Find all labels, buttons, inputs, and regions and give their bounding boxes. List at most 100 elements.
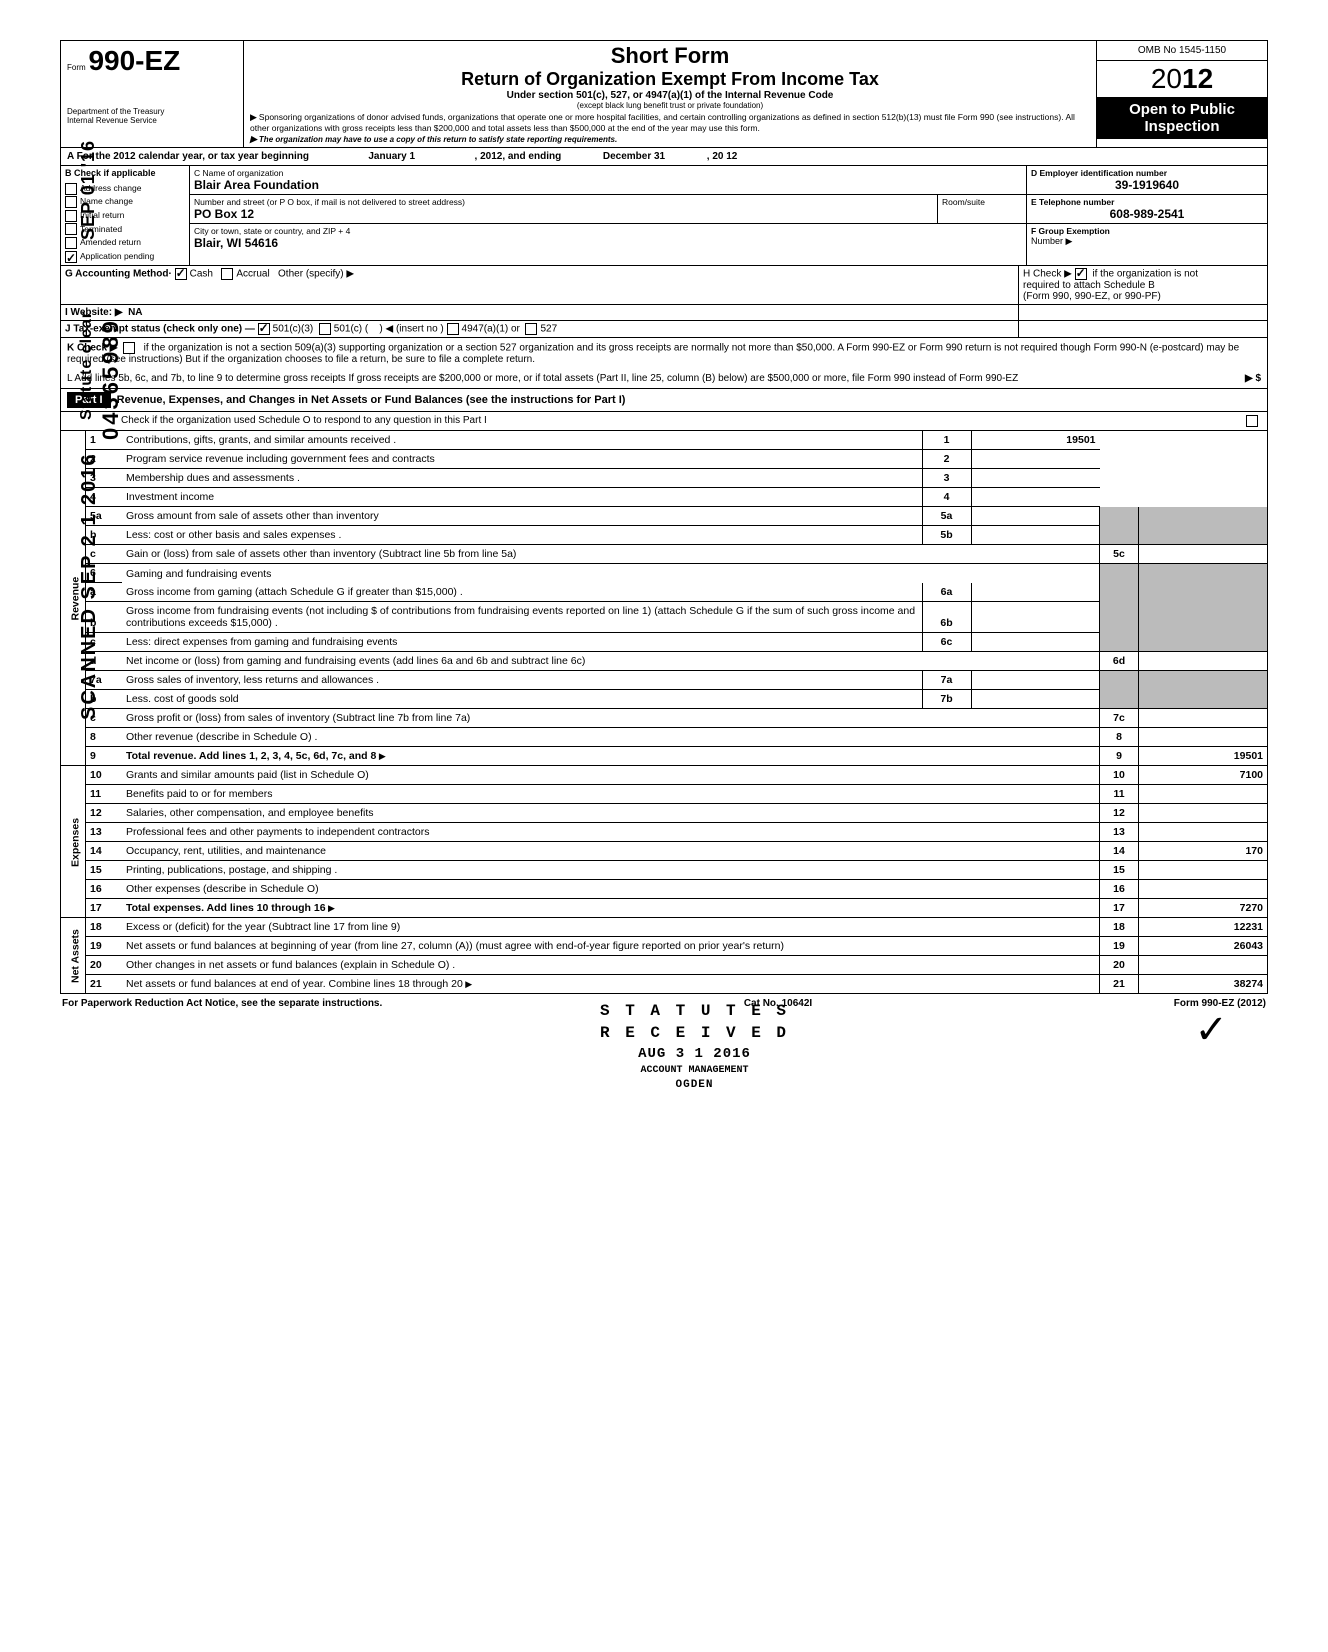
- chk-4947[interactable]: [447, 323, 459, 335]
- amt7c: [1139, 709, 1268, 728]
- amt12: [1139, 804, 1268, 823]
- t7a: Gross sales of inventory, less returns a…: [122, 671, 922, 690]
- t6c: Less: direct expenses from gaming and fu…: [122, 633, 922, 652]
- box6b: 6b: [922, 602, 971, 633]
- amt18: 12231: [1139, 918, 1268, 937]
- t5b: Less: cost or other basis and sales expe…: [122, 526, 922, 545]
- box5b: 5b: [922, 526, 971, 545]
- amt19: 26043: [1139, 937, 1268, 956]
- h-text2: if the organization is not: [1092, 269, 1198, 280]
- box5a: 5a: [922, 507, 971, 526]
- nc8: 8: [1100, 728, 1139, 747]
- chk-k[interactable]: [123, 342, 135, 354]
- inspection: Inspection: [1099, 119, 1265, 136]
- room-label: Room/suite: [937, 195, 1026, 223]
- city-label: City or town, state or country, and ZIP …: [194, 226, 1022, 236]
- n17: 17: [86, 899, 123, 918]
- nc2: 2: [922, 450, 971, 469]
- g-label: G Accounting Method·: [65, 269, 172, 280]
- chk-501c[interactable]: [319, 323, 331, 335]
- g-cash: Cash: [190, 269, 213, 280]
- chk-accrual[interactable]: [221, 268, 233, 280]
- part1-row: Part I Revenue, Expenses, and Changes in…: [60, 389, 1268, 412]
- tax-year: 2012: [1097, 61, 1267, 98]
- chk-part1[interactable]: [1246, 415, 1258, 427]
- omb-number: OMB No 1545-1150: [1097, 41, 1267, 61]
- addr-label: Number and street (or P O box, if mail i…: [194, 197, 933, 207]
- sponsor-text: Sponsoring organizations of donor advise…: [250, 112, 1075, 133]
- stamp-received: R E C E I V E D: [600, 1022, 789, 1044]
- n12: 12: [86, 804, 123, 823]
- k-text: if the organization is not a section 509…: [67, 343, 1239, 365]
- l-amount-label: ▶ $: [1135, 369, 1267, 388]
- n18: 18: [86, 918, 123, 937]
- box6a: 6a: [922, 583, 971, 602]
- l-text: L Add lines 5b, 6c, and 7b, to line 9 to…: [67, 373, 1018, 384]
- n21: 21: [86, 975, 123, 994]
- chk-h[interactable]: [1075, 268, 1087, 280]
- chk-cash[interactable]: [175, 268, 187, 280]
- form-number: 990-EZ: [88, 45, 180, 76]
- nc21: 21: [1100, 975, 1139, 994]
- stamp-acctmgmt: ACCOUNT MANAGEMENT: [600, 1064, 789, 1078]
- t21: Net assets or fund balances at end of ye…: [126, 978, 463, 990]
- amt13: [1139, 823, 1268, 842]
- g-accrual: Accrual: [236, 269, 269, 280]
- n8: 8: [86, 728, 123, 747]
- box7a: 7a: [922, 671, 971, 690]
- t10: Grants and similar amounts paid (list in…: [122, 766, 1100, 785]
- stamp-case-number: 04365989: [98, 318, 124, 440]
- amt6d: [1139, 652, 1268, 671]
- t15: Printing, publications, postage, and shi…: [122, 861, 1100, 880]
- j-4947: 4947(a)(1) or: [462, 324, 520, 335]
- nc1: 1: [922, 431, 971, 450]
- amt14: 170: [1139, 842, 1268, 861]
- amt17: 7270: [1139, 899, 1268, 918]
- ein-value: 39-1919640: [1031, 178, 1263, 192]
- t16: Other expenses (describe in Schedule O): [122, 880, 1100, 899]
- t6a: Gross income from gaming (attach Schedul…: [122, 583, 922, 602]
- nc17: 17: [1100, 899, 1139, 918]
- nc20: 20: [1100, 956, 1139, 975]
- box7b: 7b: [922, 690, 971, 709]
- nc5c: 5c: [1100, 545, 1139, 564]
- title-under: Under section 501(c), 527, or 4947(a)(1)…: [250, 90, 1090, 101]
- j-501c: 501(c) (: [334, 324, 368, 335]
- side-expenses: Expenses: [61, 766, 86, 918]
- stamp-date: AUG 3 1 2016: [600, 1045, 789, 1065]
- open-public: Open to Public: [1099, 102, 1265, 119]
- t6b: Gross income from fundraising events (no…: [122, 602, 922, 633]
- title-return: Return of Organization Exempt From Incom…: [250, 69, 1090, 90]
- dept-irs: Internal Revenue Service: [67, 116, 237, 125]
- part1-check-text: Check if the organization used Schedule …: [121, 415, 487, 426]
- d-label: D Employer identification number: [1031, 168, 1263, 178]
- nc11: 11: [1100, 785, 1139, 804]
- amt16: [1139, 880, 1268, 899]
- amt8: [1139, 728, 1268, 747]
- title-short-form: Short Form: [250, 43, 1090, 69]
- line-a-text: A For the 2012 calendar year, or tax yea…: [67, 151, 309, 162]
- t8: Other revenue (describe in Schedule O) .: [122, 728, 1100, 747]
- nc14: 14: [1100, 842, 1139, 861]
- line-a: A For the 2012 calendar year, or tax yea…: [60, 148, 1268, 166]
- t6: Gaming and fundraising events: [122, 564, 1100, 583]
- j-insert: ◀ (insert no ): [385, 324, 443, 335]
- form-header: Form 990-EZ Department of the Treasury I…: [60, 40, 1268, 148]
- nc10: 10: [1100, 766, 1139, 785]
- amt5c: [1139, 545, 1268, 564]
- nc7c: 7c: [1100, 709, 1139, 728]
- year-begin: January 1: [312, 151, 472, 162]
- chk-501c3[interactable]: [258, 323, 270, 335]
- box6c: 6c: [922, 633, 971, 652]
- line-a-mid: , 2012, and ending: [475, 151, 562, 162]
- chk-application-pending[interactable]: Application pending: [65, 250, 185, 264]
- t13: Professional fees and other payments to …: [122, 823, 1100, 842]
- h-text: H Check ▶: [1023, 269, 1072, 280]
- open-inspection: Open to Public Inspection: [1097, 98, 1267, 139]
- title-under2: (except black lung benefit trust or priv…: [250, 101, 1090, 110]
- t5a: Gross amount from sale of assets other t…: [126, 510, 379, 522]
- website-value: NA: [128, 307, 142, 318]
- amt11: [1139, 785, 1268, 804]
- chk-527[interactable]: [525, 323, 537, 335]
- n20: 20: [86, 956, 123, 975]
